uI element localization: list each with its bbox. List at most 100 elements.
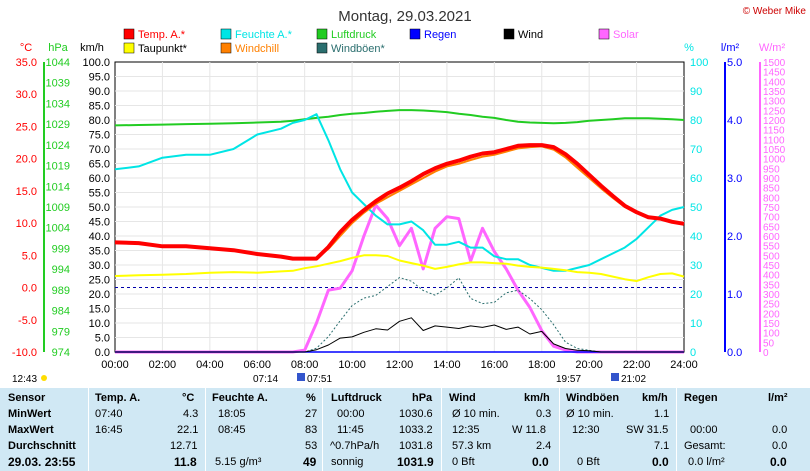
pressure-tick-label: 1009 xyxy=(46,202,70,214)
time-tick-label: 12:00 xyxy=(386,359,414,371)
temp-tick-label: 0.0 xyxy=(22,283,37,295)
humidity-axis-unit: % xyxy=(684,42,694,54)
pressure-tick-label: 1019 xyxy=(46,161,70,173)
wind-tick-label: 5.0 xyxy=(95,333,110,345)
gust-current: 0.0 xyxy=(652,455,669,469)
pressure-tick-label: 984 xyxy=(52,306,70,318)
solar-tick-label: 50 xyxy=(763,338,775,349)
pressure-tick-label: 989 xyxy=(52,285,70,297)
chart-axes: °C hPa km/h% l/m² W/m² 35.0 30.0 25.0 20.0 15.0 10… xyxy=(12,42,786,385)
wind-tick-label: 40.0 xyxy=(89,231,110,243)
chart-title: Montag, 29.03.2021 xyxy=(338,8,471,25)
wind-tick-label: 75.0 xyxy=(89,130,110,142)
legend-swatch-pressure xyxy=(316,28,328,40)
wind-max-time: 12:35 xyxy=(452,424,480,436)
wind-tick-label: 20.0 xyxy=(89,289,110,301)
credit-label: © Weber Mike xyxy=(743,6,807,17)
solar-tick-label: 1350 xyxy=(763,87,786,98)
pressure-tick-label: 1034 xyxy=(46,98,70,110)
gust-header: Windböen xyxy=(566,392,620,404)
pressure-tick-label: 979 xyxy=(52,326,70,338)
solar-tick-label: 0 xyxy=(763,348,769,359)
humidity-max-time: 08:45 xyxy=(218,424,246,436)
pressure-tick-label: 1029 xyxy=(46,119,70,131)
humidity-tick-label: 100 xyxy=(690,57,708,69)
temp-average: 12.71 xyxy=(170,440,198,452)
wind-tick-label: 95.0 xyxy=(89,72,110,84)
solar-tick-label: 950 xyxy=(763,164,780,175)
rain-tick-label: 0.0 xyxy=(727,347,742,359)
rain-total: 0.0 xyxy=(772,440,788,452)
pressure-min: 1030.6 xyxy=(399,408,433,420)
time-tick-label: 00:00 xyxy=(101,359,129,371)
solar-tick-label: 1500 xyxy=(763,58,786,69)
temp-tick-label: 15.0 xyxy=(16,186,37,198)
wind-average: 2.4 xyxy=(536,440,552,452)
solar-tick-label: 300 xyxy=(763,290,780,301)
series-line-wind xyxy=(115,317,684,353)
gust-average: 7.1 xyxy=(654,440,670,452)
solar-tick-label: 1400 xyxy=(763,77,786,88)
humidity-tick-label: 90 xyxy=(690,86,702,98)
temp-tick-label: 20.0 xyxy=(16,154,37,166)
pressure-min-time: 00:00 xyxy=(337,408,365,420)
wind-tick-label: 90.0 xyxy=(89,86,110,98)
rain-total-label: Gesamt: xyxy=(684,440,726,452)
solar-tick-label: 850 xyxy=(763,184,780,195)
temp-tick-label: 30.0 xyxy=(16,89,37,101)
gust-avg10-label: Ø 10 min. xyxy=(566,408,614,420)
humidity-current: 49 xyxy=(303,455,317,469)
time-tick-label: 24:00 xyxy=(670,359,698,371)
solar-tick-label: 1300 xyxy=(763,97,786,108)
solar-tick-label: 600 xyxy=(763,232,780,243)
solar-tick-label: 1000 xyxy=(763,155,786,166)
wind-axis-unit: km/h xyxy=(80,42,104,54)
wind-tick-label: 70.0 xyxy=(89,144,110,156)
pressure-tick-label: 1039 xyxy=(46,78,70,90)
pressure-tick-label: 1044 xyxy=(46,57,70,69)
legend-label-wind: Wind xyxy=(518,29,543,41)
pressure-max-time: 11:45 xyxy=(337,424,364,436)
rain-tick-label: 5.0 xyxy=(727,57,742,69)
time-tick-label: 06:00 xyxy=(243,359,271,371)
legend-label-windchill: Windchill xyxy=(235,43,279,55)
wind-tick-label: 65.0 xyxy=(89,159,110,171)
humidity-tick-label: 60 xyxy=(690,173,702,185)
legend-label-rain: Regen xyxy=(424,29,456,41)
humidity-unit: % xyxy=(306,392,316,404)
solar-tick-label: 700 xyxy=(763,213,780,224)
time-tick-label: 14:00 xyxy=(433,359,461,371)
temp-header: Temp. A. xyxy=(95,392,141,404)
humidity-tick-label: 50 xyxy=(690,202,702,214)
wind-tick-label: 100.0 xyxy=(82,57,110,69)
time-tick-label: 10:00 xyxy=(338,359,366,371)
chart-legend: Temp. A.* Feuchte A.* Luftdruck Regen Wind So… xyxy=(123,28,639,55)
temp-tick-label: 35.0 xyxy=(16,57,37,69)
pressure-tick-label: 974 xyxy=(52,347,70,359)
series-line-temp-a xyxy=(114,143,685,261)
humidity-tick-label: 0 xyxy=(690,347,696,359)
legend-label-pressure: Luftdruck xyxy=(331,29,377,41)
humidity-absolute: 5.15 g/m³ xyxy=(215,456,262,468)
temp-max-time: 16:45 xyxy=(95,424,123,436)
solar-tick-label: 200 xyxy=(763,309,780,320)
wind-beaufort: 0 Bft xyxy=(452,456,475,468)
temp-unit: °C xyxy=(182,392,195,404)
wind-tick-label: 85.0 xyxy=(89,101,110,113)
solar-tick-label: 350 xyxy=(763,280,780,291)
wind-tick-label: 10.0 xyxy=(89,318,110,330)
rain-unit: l/m² xyxy=(768,392,788,404)
sunrise-time-b: 07:51 xyxy=(307,374,332,385)
solar-tick-label: 550 xyxy=(763,242,780,253)
temp-tick-label: -10.0 xyxy=(12,347,37,359)
humidity-min-time: 18:05 xyxy=(218,408,246,420)
solar-tick-label: 1050 xyxy=(763,145,786,156)
weather-condition: sonnig xyxy=(331,456,364,468)
temp-min-time: 07:40 xyxy=(95,408,123,420)
rain-axis-unit: l/m² xyxy=(721,42,740,54)
humidity-tick-label: 30 xyxy=(690,260,702,272)
temp-max: 22.1 xyxy=(177,424,199,436)
legend-swatch-rain xyxy=(409,28,421,40)
series-line-luftdruck xyxy=(114,109,685,127)
wind-current: 0.0 xyxy=(532,455,549,469)
